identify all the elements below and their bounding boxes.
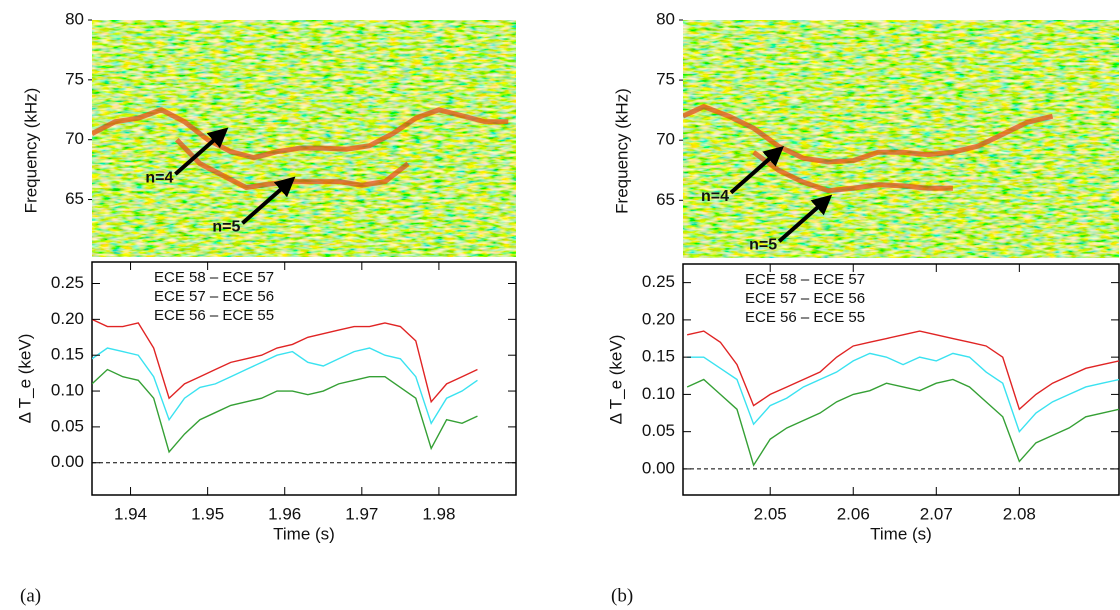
- y-tick-label: 75: [656, 70, 675, 89]
- x-tick-label: 1.94: [114, 504, 147, 523]
- spectrogram-background: [92, 20, 516, 257]
- annotation-label: n=4: [701, 188, 729, 205]
- x-tick-label: 1.95: [191, 504, 224, 523]
- y-axis-label: Δ T_e (keV): [606, 335, 625, 425]
- series-line: [92, 318, 478, 404]
- y-axis-label: Δ T_e (keV): [15, 334, 34, 424]
- mode-trace: [92, 107, 509, 161]
- y-tick-label: 0.00: [51, 452, 84, 471]
- plot-area: [683, 330, 1119, 470]
- y-tick-label: 70: [656, 130, 675, 149]
- series-line: [92, 347, 478, 425]
- annotation-arrow: [729, 145, 784, 195]
- x-tick-label: 2.05: [754, 504, 787, 523]
- series-line: [686, 378, 1119, 467]
- annotation-arrow: [241, 176, 296, 225]
- x-tick-label: 1.97: [345, 504, 378, 523]
- mode-trace: [752, 150, 953, 194]
- legend-entry: ECE 56 – ECE 55: [745, 309, 865, 326]
- x-tick-label: 2.08: [1003, 504, 1036, 523]
- y-tick-label: 75: [65, 69, 84, 88]
- y-tick-label: 0.20: [642, 309, 675, 328]
- spectrogram: [92, 20, 516, 257]
- x-tick-label: 1.98: [422, 504, 455, 523]
- annotation-arrow: [777, 194, 833, 243]
- y-tick-label: 0.10: [51, 381, 84, 400]
- y-tick-label: 0.05: [51, 416, 84, 435]
- legend-entry: ECE 56 – ECE 55: [154, 307, 274, 324]
- legend-entry: ECE 58 – ECE 57: [154, 269, 274, 286]
- series-line: [687, 352, 1119, 434]
- y-tick-label: 0.00: [642, 458, 675, 477]
- y-tick-label: 0.20: [51, 309, 84, 328]
- legend-entry: ECE 57 – ECE 56: [154, 288, 274, 305]
- plot-area: [92, 318, 516, 464]
- y-tick-label: 80: [65, 9, 84, 28]
- annotation-label: n=5: [212, 218, 240, 235]
- x-tick-label: 1.96: [268, 504, 301, 523]
- y-tick-label: 0.15: [51, 345, 84, 364]
- x-tick-label: 2.07: [920, 504, 953, 523]
- y-tick-label: 65: [65, 189, 84, 208]
- spectrogram: [683, 20, 1119, 258]
- y-tick-label: 0.15: [642, 347, 675, 366]
- y-tick-label: 70: [65, 129, 84, 148]
- annotation-label: n=5: [749, 237, 777, 254]
- x-axis-label: Time (s): [273, 524, 335, 543]
- spectrogram-background: [683, 20, 1119, 258]
- x-tick-label: 2.06: [837, 504, 870, 523]
- x-axis-label: Time (s): [870, 524, 932, 543]
- panel-label: (b): [611, 585, 633, 606]
- y-axis-label: Frequency (kHz): [612, 88, 631, 214]
- y-tick-label: 0.25: [51, 273, 84, 292]
- annotation-label: n=4: [145, 169, 173, 186]
- y-tick-label: 65: [656, 190, 675, 209]
- legend-entry: ECE 57 – ECE 56: [745, 290, 865, 307]
- panel-label: (a): [20, 585, 41, 606]
- y-axis-label: Frequency (kHz): [21, 88, 40, 214]
- y-tick-label: 0.25: [642, 272, 675, 291]
- plot-frame: [682, 263, 1120, 496]
- annotation-arrow: [174, 127, 229, 176]
- legend-entry: ECE 58 – ECE 57: [745, 271, 865, 288]
- series-line: [92, 368, 478, 454]
- series-line: [686, 330, 1119, 411]
- mode-trace: [683, 104, 1054, 165]
- y-tick-label: 0.10: [642, 384, 675, 403]
- y-tick-label: 80: [656, 9, 675, 28]
- y-tick-label: 0.05: [642, 421, 675, 440]
